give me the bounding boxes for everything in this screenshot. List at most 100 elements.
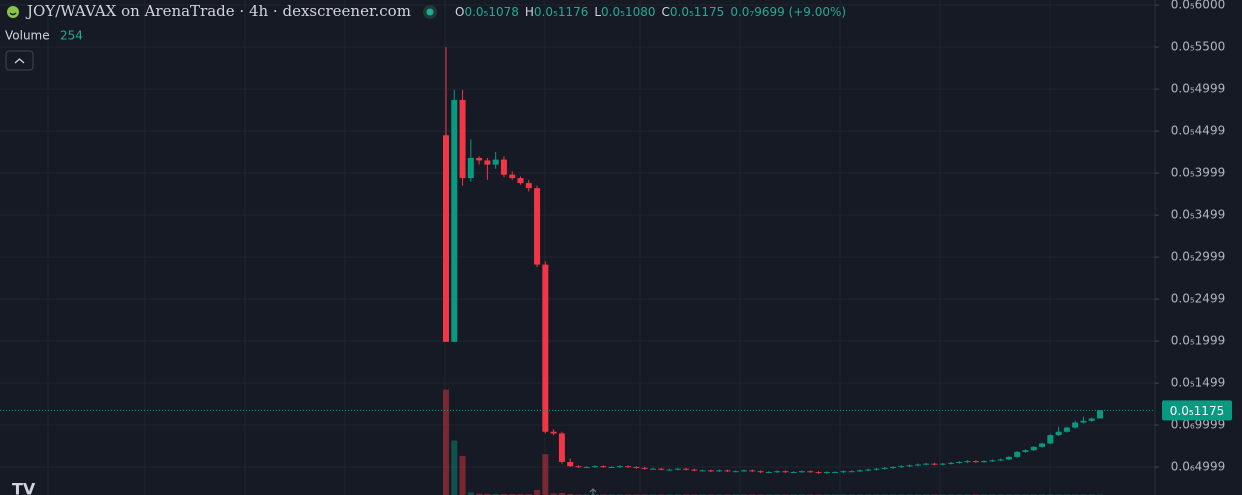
volume-bar (492, 493, 499, 495)
y-tick-label: 0.0₅2999 (1171, 250, 1225, 264)
candle-body (641, 467, 648, 469)
candle-body (542, 264, 549, 432)
candle-body (575, 466, 582, 468)
candle-body (600, 466, 607, 468)
candle-body (1014, 451, 1021, 457)
candle-body (931, 463, 938, 465)
ohlc-name: O (455, 5, 464, 19)
ohlc-legend: O0.0₅1078 H0.0₅1176 L0.0₅1080 C0.0₅1175 0.0₇… (455, 5, 846, 19)
candle-body (997, 459, 1004, 461)
candle-body (914, 464, 921, 466)
candle-body (1047, 435, 1054, 444)
candle-body (616, 466, 623, 468)
y-tick-label: 0.0₅4999 (1171, 82, 1225, 96)
ohlc-name: C (661, 5, 669, 19)
candle-body (550, 431, 557, 434)
candle-body (964, 461, 971, 463)
ohlc-value: 0.0₅1078 (464, 5, 518, 19)
ohlc-name: H (525, 5, 534, 19)
y-tick-label: 0.0₆4999 (1171, 460, 1225, 474)
candle-body (890, 467, 897, 469)
y-tick-label: 0.0₅3999 (1171, 166, 1225, 180)
token-icon (7, 6, 19, 18)
volume-bar (476, 493, 483, 495)
candle-body (649, 468, 656, 470)
candle-body (691, 469, 698, 471)
candle-body (856, 470, 863, 472)
candle-body (989, 460, 996, 462)
volume-bar (567, 493, 574, 495)
candle-body (699, 470, 706, 472)
candle-body (500, 159, 507, 175)
y-tick-label: 0.0₅4499 (1171, 124, 1225, 138)
volume-bar (534, 489, 541, 495)
volume-bar (484, 493, 491, 495)
candle-body (517, 178, 524, 184)
volume-bar (459, 455, 466, 495)
volume-bar (542, 454, 549, 495)
price-axis: 0.0₅6000 0.0₅5500 0.0₅4999 0.0₅4499 0.0₅3999… (1155, 0, 1232, 474)
candle-body (492, 159, 499, 165)
collapse-button[interactable] (5, 50, 34, 71)
candle-layer (0, 47, 1155, 474)
candle-body (923, 463, 930, 465)
candle-body (782, 471, 789, 473)
candle-body (815, 472, 822, 474)
y-tick-label: 0.0₅5500 (1171, 40, 1225, 54)
candle-body (674, 468, 681, 470)
candle-body (972, 461, 979, 463)
candle-body (947, 462, 954, 464)
y-tick-label: 0.0₅6000 (1171, 0, 1225, 12)
last-price-label: 0.0₅1175 (1170, 404, 1224, 418)
volume-bar (467, 492, 474, 495)
candle-body (823, 472, 830, 474)
candle-body (666, 469, 673, 471)
ohlc-value: 0.0₅1176 (534, 5, 588, 19)
token-icon-smile (9, 12, 17, 16)
last-price-box (1162, 400, 1232, 421)
candle-body (1097, 410, 1103, 419)
volume-bar (451, 440, 458, 495)
y-tick-label: 0.0₅3499 (1171, 208, 1225, 222)
candle-body (1063, 427, 1070, 432)
candle-body (1039, 443, 1046, 447)
collapse-icon (14, 58, 25, 64)
candle-body (840, 471, 847, 473)
candle-body (625, 466, 632, 468)
candle-body (707, 470, 714, 472)
candle-body (848, 471, 855, 473)
y-tick-label: 0.0₆9999 (1171, 418, 1225, 432)
volume-bar (443, 389, 449, 495)
candle-body (1022, 450, 1029, 452)
candle-body (807, 471, 814, 473)
volume-bar (500, 493, 507, 495)
candle-body (476, 157, 483, 161)
candle-body (716, 470, 723, 472)
ohlc-value: 0.0₅1175 (670, 5, 724, 19)
volume-value: 254 (60, 29, 83, 43)
candle-body (939, 463, 946, 465)
candle-body (873, 468, 880, 470)
candle-body (459, 99, 466, 179)
status-dot (426, 8, 434, 16)
candle-body (765, 472, 772, 474)
candle-body (981, 461, 988, 463)
ohlc-value: 0.0₅1080 (601, 5, 655, 19)
volume-bar (558, 492, 565, 495)
candle-body (633, 467, 640, 469)
candle-body (534, 188, 541, 265)
candle-body (567, 461, 574, 467)
volume-label: Volume (5, 29, 50, 43)
candle-body (1080, 420, 1087, 423)
change-value: 0.0₇9699 (+9.00%) (730, 5, 846, 19)
scroll-marker (589, 488, 597, 495)
volume-bar (550, 493, 557, 495)
candle-body (832, 472, 839, 474)
candle-body (724, 470, 731, 472)
candle-body (1005, 456, 1012, 460)
candle-body (1072, 422, 1079, 428)
candle-body (749, 470, 756, 472)
candle-body (683, 468, 690, 470)
